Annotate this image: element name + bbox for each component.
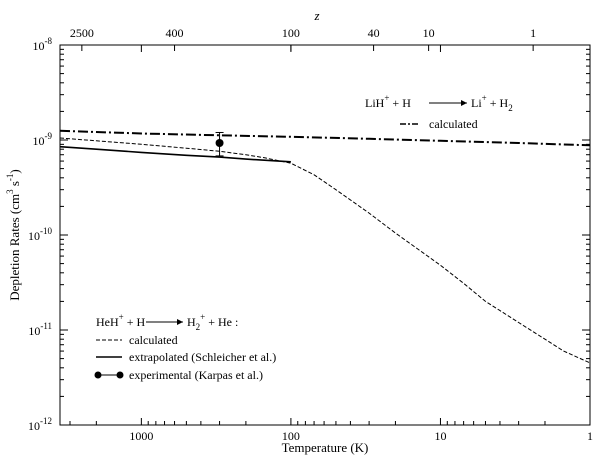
x-tick-label: 1000: [129, 429, 153, 443]
y-tick-exponent: -12: [40, 416, 52, 426]
z-tick-label: 400: [166, 26, 184, 40]
z-tick-label: 40: [368, 26, 380, 40]
y-tick-exponent: -11: [40, 321, 52, 331]
lih-reaction-label: LiH+ + H: [365, 93, 411, 110]
x-tick-label: 100: [282, 429, 300, 443]
x-axis-title: Temperature (K): [282, 440, 369, 455]
lih-reactant-h: + H: [389, 96, 411, 110]
y-tick-label: 10-9: [33, 131, 53, 148]
heh-reactant-h: + H: [124, 315, 146, 329]
y-tick-exponent: -8: [45, 36, 53, 46]
series-line-heh_extrap: [59, 145, 291, 163]
top-axis-title: z: [313, 8, 319, 23]
x-tick-label: 1: [587, 429, 593, 443]
y-title-mid: s: [7, 181, 22, 189]
heh-legend-extrapolated: extrapolated (Schleicher et al.): [129, 350, 276, 364]
y-tick-base: 10: [33, 134, 45, 148]
z-tick-label: 100: [282, 26, 300, 40]
x-tick-label: 10: [434, 429, 446, 443]
lih-product-charge: +: [482, 93, 487, 103]
heh-reactant-charge: +: [119, 312, 124, 322]
heh-product-charge: +: [200, 312, 205, 322]
heh-experimental-swatch-dot-left: [94, 371, 102, 379]
y-tick-label: 10-8: [33, 36, 53, 53]
lih-reactant: LiH: [365, 96, 385, 110]
y-tick-label: 10-12: [28, 416, 52, 433]
y-tick-base: 10: [28, 419, 40, 433]
experimental-point: [215, 138, 224, 147]
series-line-lih_calc: [59, 129, 591, 147]
y-axis-title: Depletion Rates (cm3 s-1): [5, 169, 22, 301]
heh-reaction-label: HeH+ + H: [96, 312, 146, 329]
z-tick-label: 2500: [70, 26, 94, 40]
y-tick-exponent: -10: [40, 226, 52, 236]
y-title-main: Depletion Rates (cm: [7, 194, 22, 301]
z-tick-label: 10: [423, 26, 435, 40]
z-tick-label: 1: [530, 26, 536, 40]
y-tick-base: 10: [28, 229, 40, 243]
series-layer: [59, 129, 591, 364]
lih-legend-calculated: calculated: [429, 117, 478, 131]
heh-experimental-swatch-dot-right: [116, 371, 124, 379]
lih-product-subscript: 2: [508, 103, 513, 113]
heh-product-subscript: 2: [196, 322, 201, 332]
heh-reaction-arrowhead: [177, 319, 183, 325]
y-title-sup2: -1: [5, 174, 15, 182]
y-tick-base: 10: [33, 39, 45, 53]
y-tick-exponent: -9: [45, 131, 53, 141]
heh-product-h: H: [187, 315, 196, 329]
y-tick-label: 10-10: [28, 226, 52, 243]
y-tick-label: 10-11: [28, 321, 52, 338]
heh-product-he: + He :: [205, 315, 238, 329]
y-title-end: ): [7, 169, 22, 173]
heh-legend-experimental: experimental (Karpas et al.): [129, 368, 263, 382]
heh-legend-calculated: calculated: [129, 333, 178, 347]
lih-reactant-charge: +: [384, 93, 389, 103]
lih-product-li: Li: [471, 96, 482, 110]
lih-products-label: Li+ + H2: [471, 93, 513, 113]
lih-reaction-arrowhead: [461, 100, 467, 106]
y-tick-base: 10: [28, 324, 40, 338]
lih-product-h: + H: [487, 96, 509, 110]
heh-products-label: H2+ + He :: [187, 312, 238, 332]
heh-reactant: HeH: [96, 315, 119, 329]
series-line-heh_calc: [59, 137, 591, 364]
y-title-sup1: 3: [5, 189, 15, 194]
